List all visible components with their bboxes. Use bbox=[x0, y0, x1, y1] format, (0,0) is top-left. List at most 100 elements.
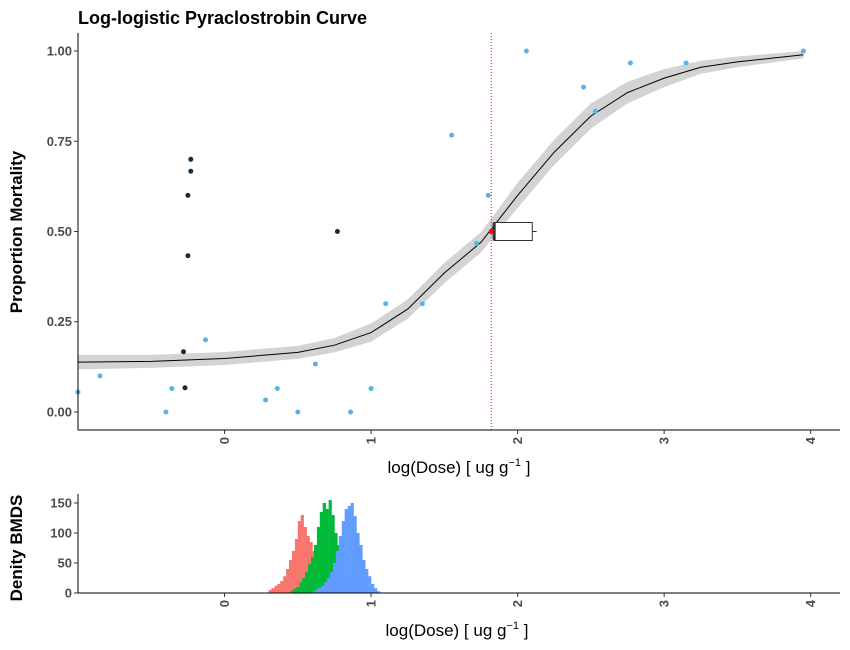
data-point bbox=[295, 409, 301, 415]
data-point bbox=[188, 168, 194, 174]
x-axis-title-main: log(Dose) [ ug g bbox=[388, 458, 509, 477]
x-tick-label: 3 bbox=[657, 437, 672, 444]
histogram-bar bbox=[331, 515, 335, 593]
fitted-curve bbox=[77, 54, 804, 363]
data-point bbox=[683, 60, 689, 66]
data-point bbox=[474, 240, 480, 246]
ed50-marker bbox=[488, 33, 537, 430]
data-point bbox=[348, 409, 354, 415]
histogram-bar bbox=[327, 578, 331, 593]
histogram-bar bbox=[299, 582, 303, 593]
histogram-bar bbox=[300, 515, 304, 593]
histogram-bar bbox=[296, 587, 300, 593]
histogram-bar bbox=[315, 589, 319, 593]
histogram-bar bbox=[324, 582, 328, 593]
ed50-box bbox=[493, 222, 533, 241]
histogram-bar bbox=[312, 591, 316, 593]
hist-x-tick-label: 0 bbox=[217, 600, 232, 607]
histogram-chart: 0 50 100 150 0 1 2 3 4 log(Dose) [ ug g−1 ] Deni… bbox=[7, 494, 840, 640]
histogram-bar bbox=[268, 590, 272, 593]
histogram-bar bbox=[305, 572, 309, 593]
hist-y-axis-title: Denity BMDS bbox=[7, 495, 26, 602]
histogram-bar bbox=[325, 509, 329, 593]
data-point bbox=[368, 386, 374, 391]
ed50-point bbox=[488, 229, 494, 234]
data-point bbox=[581, 84, 587, 90]
data-point bbox=[592, 108, 598, 114]
hist-x-axis-title-sup: −1 bbox=[506, 620, 519, 632]
data-points bbox=[75, 48, 806, 415]
data-point bbox=[188, 156, 194, 162]
data-point bbox=[312, 361, 318, 367]
histogram-bar bbox=[294, 539, 299, 593]
y-axis-title: Proportion Mortality bbox=[7, 150, 26, 313]
hist-x-axis-title-end: ] bbox=[519, 621, 528, 640]
histogram-bar bbox=[347, 506, 351, 593]
histogram-bar bbox=[274, 585, 278, 593]
histogram-bar bbox=[286, 569, 290, 593]
x-tick-label: 0 bbox=[217, 437, 232, 444]
histogram-bar bbox=[374, 588, 378, 593]
histogram-bar bbox=[359, 545, 363, 593]
histogram-bar bbox=[308, 564, 312, 593]
y-tick-label: 0.00 bbox=[47, 404, 72, 419]
x-tick-label: 2 bbox=[510, 437, 525, 444]
hist-y-tick-label: 150 bbox=[50, 496, 72, 511]
hist-y-tick-label: 50 bbox=[58, 556, 72, 571]
data-point bbox=[263, 397, 269, 403]
histogram-bar bbox=[289, 560, 293, 593]
histogram-bar bbox=[280, 581, 284, 593]
hist-x-tick-label: 3 bbox=[657, 600, 672, 607]
histogram-bar bbox=[365, 569, 369, 593]
data-point bbox=[800, 48, 806, 54]
data-point bbox=[627, 60, 633, 66]
histogram-bar bbox=[341, 521, 345, 593]
y-tick-label: 1.00 bbox=[47, 44, 72, 59]
main-chart: Log-logistic Pyraclostrobin Curve 0.000.… bbox=[7, 8, 840, 477]
histogram-bars bbox=[268, 500, 384, 593]
hist-x-axis-title: log(Dose) [ ug g−1 ] bbox=[386, 620, 529, 640]
histogram-bar bbox=[333, 563, 337, 593]
histogram-bar bbox=[344, 509, 348, 593]
histogram-bar bbox=[290, 590, 294, 593]
hist-x-tick-label: 1 bbox=[364, 600, 379, 607]
histogram-bar bbox=[376, 591, 381, 593]
ribbon-area bbox=[78, 51, 804, 370]
data-point bbox=[203, 337, 208, 343]
histogram-bar bbox=[338, 536, 342, 593]
curve-line bbox=[77, 54, 804, 363]
histogram-bar bbox=[350, 503, 354, 593]
y-tick-label: 0.75 bbox=[47, 134, 72, 149]
histogram-bar bbox=[311, 557, 315, 593]
data-point bbox=[185, 192, 191, 198]
data-point bbox=[274, 386, 280, 391]
histogram-bar bbox=[302, 578, 306, 593]
histogram-bar bbox=[293, 588, 297, 593]
histogram-bar bbox=[362, 560, 366, 593]
histogram-bar bbox=[297, 521, 301, 593]
data-point bbox=[485, 192, 491, 198]
hist-y-tick-label: 100 bbox=[50, 526, 72, 541]
histogram-bar bbox=[291, 551, 296, 593]
data-point bbox=[523, 48, 529, 54]
histogram-bar bbox=[335, 551, 340, 593]
histogram-bar bbox=[319, 512, 323, 593]
y-tick-label: 0.25 bbox=[47, 314, 72, 329]
histogram-axes: 0 50 100 150 0 1 2 3 4 bbox=[50, 494, 840, 607]
data-point bbox=[419, 301, 425, 307]
data-point bbox=[97, 373, 103, 379]
data-point bbox=[334, 229, 340, 234]
histogram-bar bbox=[277, 584, 281, 593]
hist-x-tick-label: 2 bbox=[510, 600, 525, 607]
main-axes: 0.00 0.25 0.50 0.75 1.00 0 1 2 3 4 bbox=[47, 33, 840, 444]
histogram-bar bbox=[271, 588, 275, 593]
x-tick-label: 4 bbox=[803, 436, 818, 444]
histogram-bar bbox=[283, 576, 287, 593]
data-point bbox=[449, 132, 455, 138]
histogram-bar bbox=[316, 527, 321, 593]
x-axis-title: log(Dose) [ ug g−1 ] bbox=[388, 457, 531, 477]
x-axis-title-end: ] bbox=[521, 458, 530, 477]
x-axis-title-sup: −1 bbox=[508, 457, 521, 469]
histogram-bar bbox=[330, 572, 334, 593]
hist-x-tick-label: 4 bbox=[803, 599, 818, 607]
